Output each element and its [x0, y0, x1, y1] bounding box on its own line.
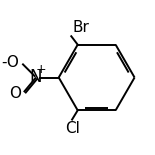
Text: +: + [35, 63, 46, 76]
Text: -O: -O [1, 55, 19, 70]
Text: N: N [30, 69, 42, 86]
Text: Cl: Cl [65, 121, 80, 136]
Text: O: O [9, 86, 21, 101]
Text: Br: Br [73, 20, 90, 35]
